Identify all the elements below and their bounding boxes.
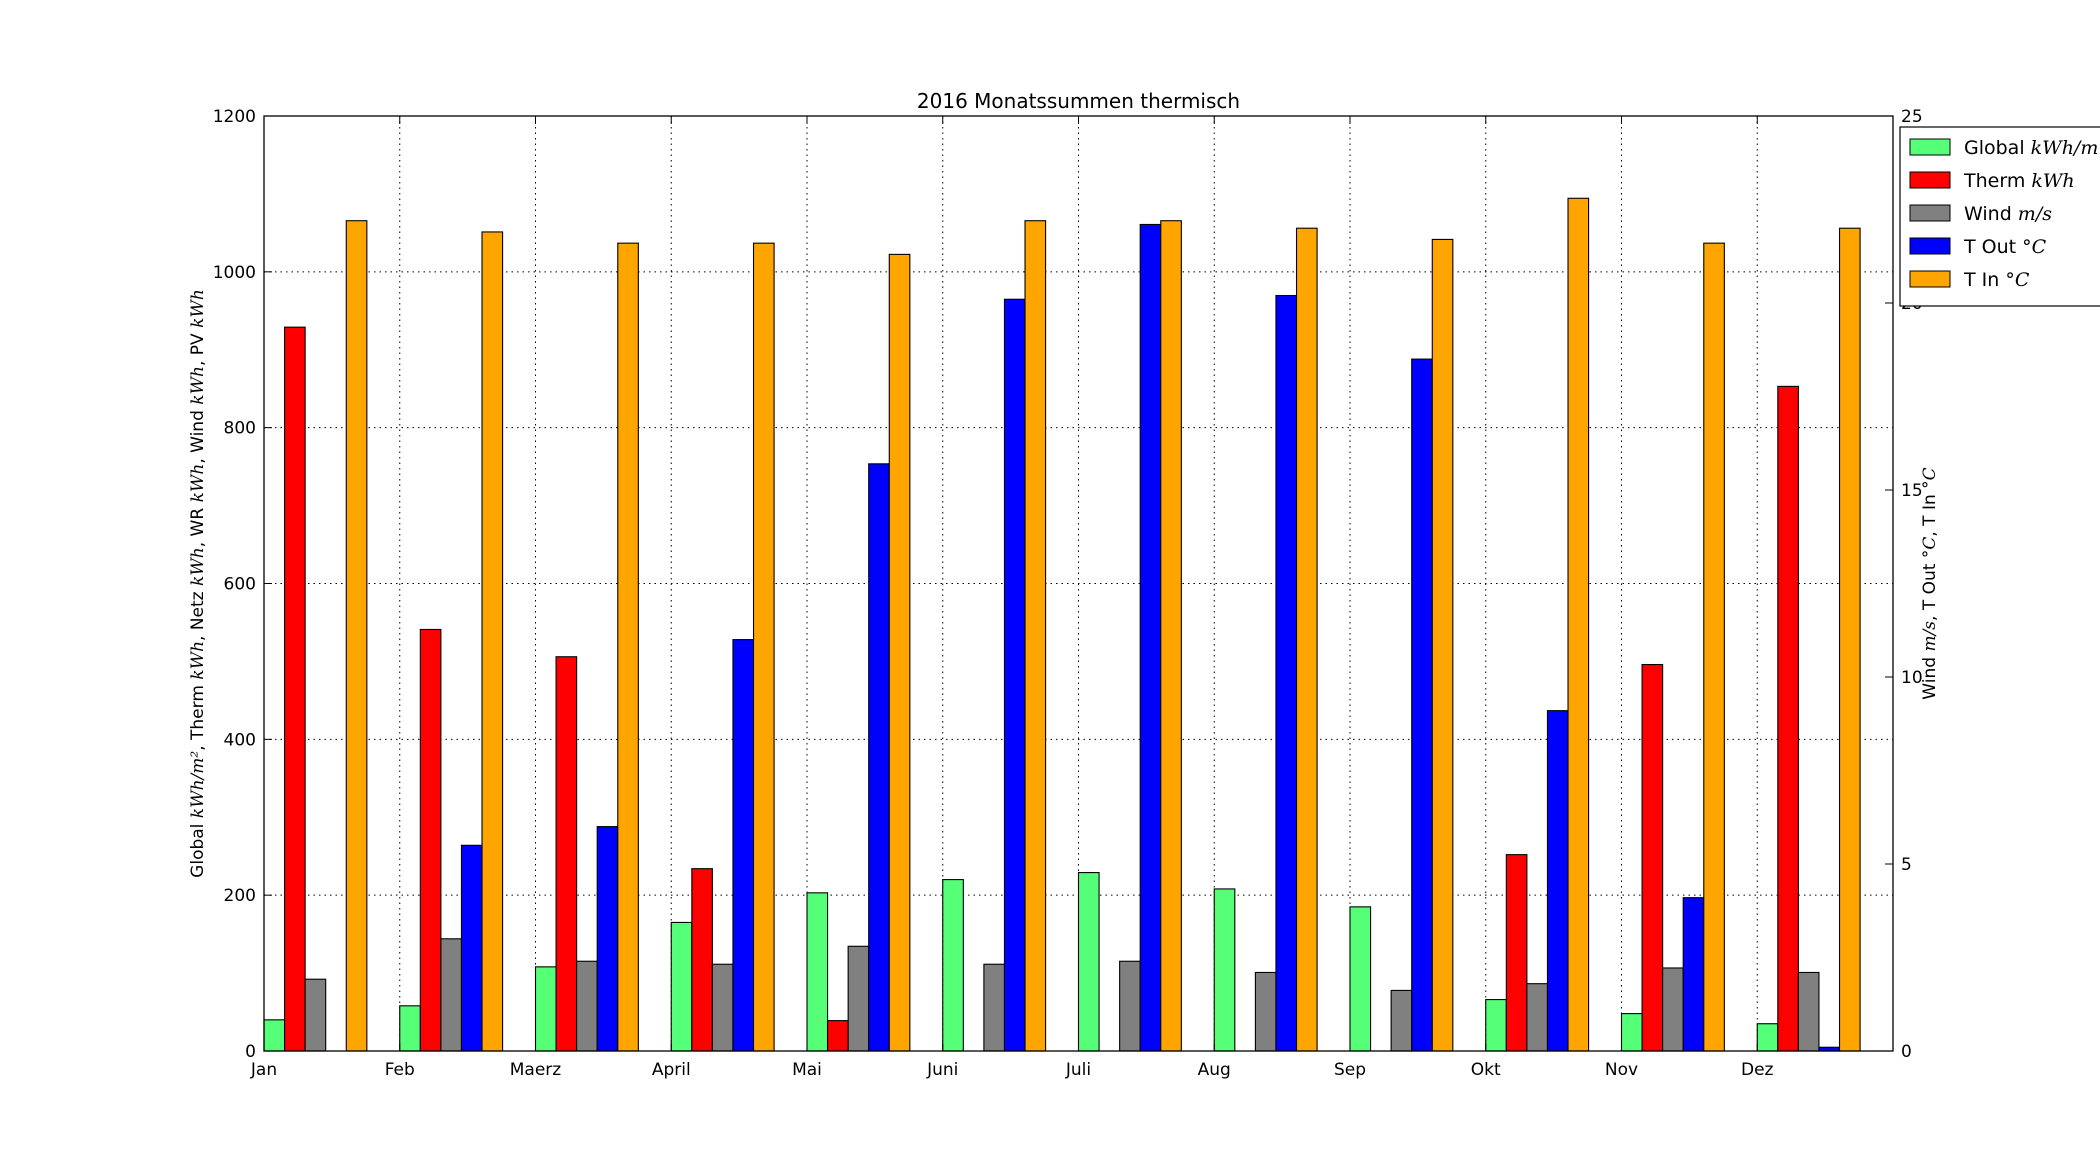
bar-global-sep <box>1349 906 1372 1052</box>
bar-therm-jan <box>284 326 306 1052</box>
bars <box>263 197 1861 1052</box>
y-tick-label-right: 0 <box>1901 1042 1912 1062</box>
y-tick-label-left: 400 <box>224 730 256 750</box>
legend-swatch-t-in <box>1909 270 1951 288</box>
bar-wind-april <box>711 963 734 1052</box>
y-tick-label-left: 200 <box>224 886 256 906</box>
x-tick-label: Feb <box>385 1060 415 1080</box>
y-tick-label-left: 800 <box>224 419 256 439</box>
bar-therm-april <box>691 868 713 1052</box>
bar-t-in-mai <box>888 253 911 1052</box>
y-tick-label-left: 0 <box>245 1042 256 1062</box>
bar-global-aug <box>1213 888 1236 1052</box>
bar-therm-nov <box>1641 663 1664 1052</box>
bar-global-mai <box>806 892 829 1052</box>
x-tick-label: Okt <box>1471 1060 1501 1080</box>
bar-global-jan <box>263 1019 286 1052</box>
bar-wind-maerz <box>576 960 598 1052</box>
y-tick-label-left: 1000 <box>213 263 256 283</box>
legend: Global kWh/m Therm kWh Wind m/s T Out °C T I… <box>1899 126 2100 307</box>
tick-labels: 0200400600800100012000510152025JanFebMae… <box>213 107 1923 1080</box>
legend-label-t-out: T Out °C <box>1963 236 2047 258</box>
bar-wind-mai <box>847 945 870 1052</box>
bar-t-out-mai <box>868 463 890 1052</box>
bar-t-out-nov <box>1682 897 1705 1052</box>
bar-t-in-nov <box>1703 242 1725 1052</box>
bar-wind-feb <box>440 938 463 1052</box>
y-tick-label-right: 5 <box>1901 855 1912 875</box>
bar-wind-juni <box>983 963 1006 1052</box>
legend-swatch-t-out <box>1909 237 1951 255</box>
bar-t-in-sep <box>1431 238 1454 1052</box>
x-tick-label: Sep <box>1334 1060 1366 1080</box>
legend-label-wind: Wind m/s <box>1964 203 2052 225</box>
bar-wind-jan <box>304 978 327 1052</box>
bar-therm-okt <box>1505 854 1528 1052</box>
bar-t-out-okt <box>1546 710 1569 1052</box>
bar-global-juli <box>1077 872 1100 1052</box>
x-tick-label: Juni <box>926 1060 958 1080</box>
bar-t-in-april <box>752 242 775 1052</box>
bar-global-maerz <box>534 966 557 1052</box>
bar-t-out-april <box>732 639 755 1052</box>
bar-global-feb <box>399 1005 421 1052</box>
legend-swatch-global <box>1909 138 1951 156</box>
bar-global-nov <box>1620 1013 1643 1052</box>
bar-wind-juli <box>1119 960 1141 1052</box>
bar-therm-maerz <box>555 656 578 1052</box>
legend-swatch-wind <box>1909 204 1951 222</box>
y-axis-label-left: Global kWh/m², Therm kWh, Netz kWh, WR k… <box>188 289 208 878</box>
legend-label-t-in: T In °C <box>1963 269 2030 291</box>
bar-t-in-aug <box>1295 227 1318 1052</box>
chart-title: 2016 Monatssummen thermisch <box>917 89 1240 113</box>
y-tick-label-left: 1200 <box>213 107 256 127</box>
bar-global-juni <box>942 879 964 1052</box>
bar-t-out-juni <box>1003 298 1026 1052</box>
bar-therm-dez <box>1777 385 1799 1052</box>
bar-t-in-juli <box>1160 220 1182 1052</box>
bar-wind-nov <box>1662 967 1684 1052</box>
legend-label-therm: Therm kWh <box>1963 170 2075 192</box>
bar-t-out-feb <box>460 844 483 1052</box>
bar-global-april <box>670 921 693 1052</box>
legend-label-global: Global kWh/m <box>1964 137 2098 159</box>
bar-t-in-juni <box>1024 220 1047 1052</box>
y-axis-label-right: Wind m/s, T Out °C, T In °C <box>1920 467 1940 699</box>
y-tick-label-right: 25 <box>1901 107 1923 127</box>
tick-marks <box>263 115 1893 1052</box>
x-tick-label: Nov <box>1605 1060 1638 1080</box>
bar-wind-sep <box>1390 989 1413 1052</box>
bar-t-in-maerz <box>617 242 639 1052</box>
bar-therm-feb <box>419 628 442 1052</box>
bar-t-in-okt <box>1567 197 1590 1052</box>
legend-swatch-therm <box>1909 171 1951 189</box>
bar-t-out-aug <box>1275 294 1298 1052</box>
bar-t-in-feb <box>481 231 504 1052</box>
bar-t-in-jan <box>345 220 368 1052</box>
bar-wind-okt <box>1526 983 1549 1052</box>
x-tick-label: Aug <box>1198 1060 1231 1080</box>
x-tick-label: Maerz <box>510 1060 562 1080</box>
bar-wind-aug <box>1254 971 1277 1052</box>
y-tick-label-right: 10 <box>1901 668 1923 688</box>
bar-global-okt <box>1485 999 1507 1052</box>
x-tick-label: Jan <box>250 1060 277 1080</box>
x-tick-label: April <box>652 1060 691 1080</box>
bar-global-dez <box>1756 1023 1779 1052</box>
x-tick-label: Dez <box>1741 1060 1774 1080</box>
y-tick-label-right: 15 <box>1901 481 1923 501</box>
x-tick-label: Mai <box>792 1060 822 1080</box>
bar-therm-mai <box>827 1020 849 1052</box>
bar-t-out-sep <box>1411 358 1433 1052</box>
x-tick-label: Juli <box>1065 1060 1091 1080</box>
bar-t-in-dez <box>1838 227 1861 1052</box>
bar-t-out-maerz <box>596 826 619 1052</box>
bar-wind-dez <box>1797 971 1820 1052</box>
y-tick-label-left: 600 <box>224 575 256 595</box>
bar-t-out-juli <box>1139 223 1162 1052</box>
